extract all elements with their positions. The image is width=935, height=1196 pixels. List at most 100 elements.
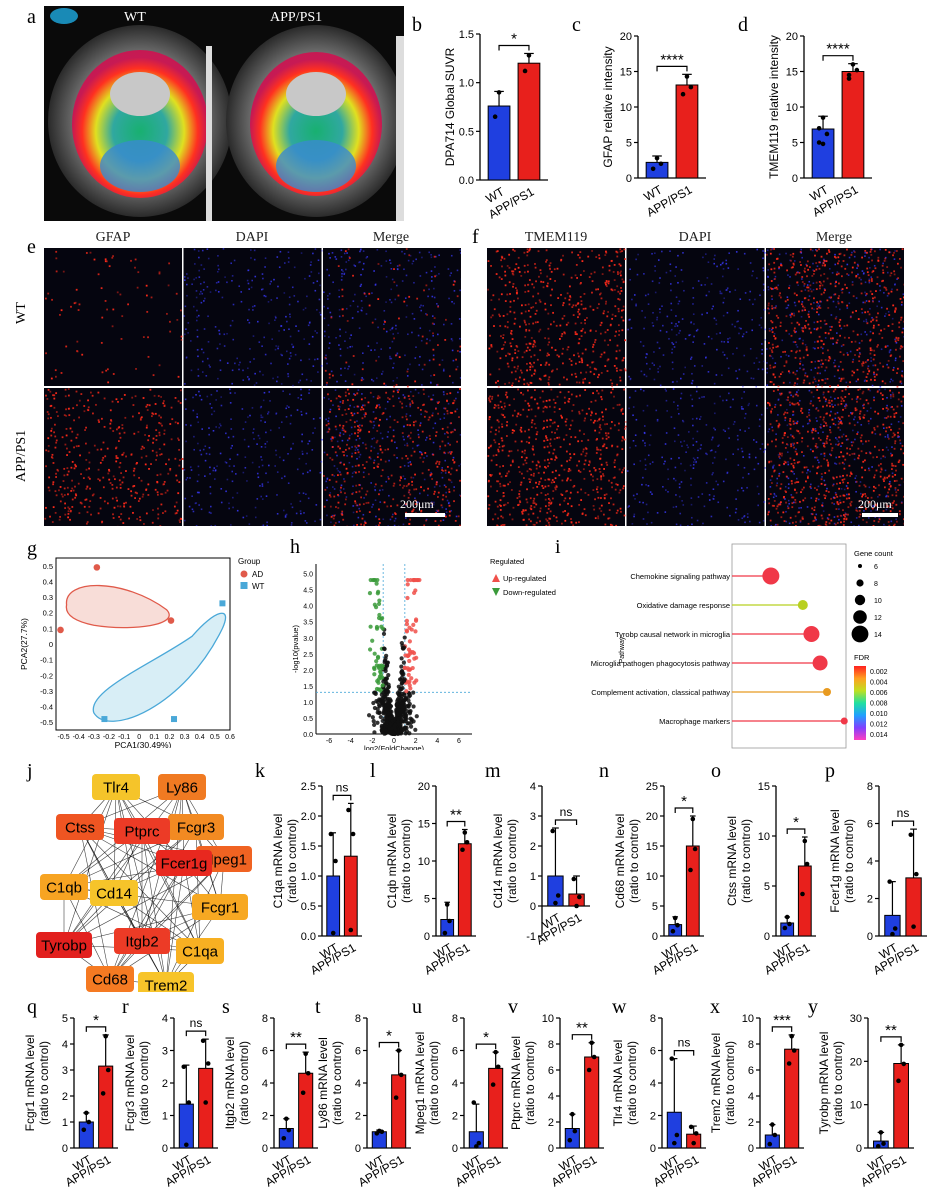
dapi-nucleus <box>632 494 635 497</box>
marker-signal <box>579 295 582 298</box>
dapi-nucleus <box>894 338 896 341</box>
marker-signal <box>771 331 774 334</box>
marker-signal <box>125 455 127 458</box>
marker-signal <box>605 437 608 440</box>
marker-signal <box>871 259 873 262</box>
dapi-nucleus <box>299 379 302 382</box>
dapi-nucleus <box>289 313 291 316</box>
marker-signal <box>551 369 554 372</box>
dapi-nucleus <box>210 406 213 409</box>
dapi-nucleus <box>405 316 408 318</box>
marker-signal <box>491 395 494 398</box>
marker-signal <box>891 329 894 332</box>
dapi-nucleus <box>707 335 710 338</box>
dapi-nucleus <box>327 417 330 420</box>
panel-label-a: a <box>27 6 36 28</box>
marker-signal <box>511 429 514 432</box>
dapi-nucleus <box>232 303 235 306</box>
marker-signal <box>535 280 537 283</box>
dapi-nucleus <box>756 277 758 279</box>
dapi-nucleus <box>838 508 840 510</box>
dapi-nucleus <box>889 505 891 508</box>
dapi-nucleus <box>689 394 692 397</box>
marker-signal <box>580 335 583 337</box>
marker-signal <box>767 511 770 514</box>
marker-signal <box>562 254 564 257</box>
marker-signal <box>106 447 109 450</box>
dapi-nucleus <box>406 442 409 445</box>
marker-signal <box>50 377 53 380</box>
marker-signal <box>131 396 134 399</box>
marker-signal <box>434 275 436 278</box>
marker-signal <box>399 475 402 478</box>
marker-signal <box>368 304 371 307</box>
dapi-nucleus <box>787 477 790 480</box>
dapi-nucleus <box>253 305 256 307</box>
marker-signal <box>836 502 839 505</box>
marker-signal <box>853 251 856 254</box>
marker-signal <box>535 521 538 524</box>
marker-signal <box>394 512 396 514</box>
dapi-nucleus <box>403 268 405 271</box>
dapi-nucleus <box>329 257 331 259</box>
dapi-nucleus <box>378 404 380 406</box>
dapi-nucleus <box>409 405 412 408</box>
dapi-nucleus <box>688 334 690 337</box>
marker-signal <box>592 504 595 507</box>
marker-signal <box>601 437 604 440</box>
dapi-nucleus <box>200 453 203 456</box>
marker-signal <box>547 498 550 500</box>
marker-signal <box>70 305 72 308</box>
dapi-nucleus <box>737 309 739 312</box>
marker-signal <box>392 435 395 438</box>
marker-signal <box>891 323 894 326</box>
y-axis-label: TMEM119 relative intensity <box>767 35 781 179</box>
marker-signal <box>524 284 527 287</box>
marker-signal <box>819 426 822 428</box>
marker-signal <box>67 407 70 410</box>
dapi-nucleus <box>443 413 446 415</box>
marker-signal <box>60 309 63 312</box>
dapi-nucleus <box>644 444 647 447</box>
marker-signal <box>399 479 401 482</box>
dapi-nucleus <box>894 283 896 286</box>
dapi-nucleus <box>198 269 200 272</box>
dapi-nucleus <box>826 517 829 519</box>
dapi-nucleus <box>722 301 725 304</box>
marker-signal <box>577 310 580 313</box>
dapi-nucleus <box>308 440 311 442</box>
dapi-nucleus <box>794 304 797 307</box>
marker-signal <box>518 271 521 273</box>
marker-signal <box>68 414 71 417</box>
marker-signal <box>790 322 793 325</box>
marker-signal <box>542 286 545 289</box>
marker-signal <box>510 371 513 374</box>
marker-signal <box>842 260 845 262</box>
marker-signal <box>818 399 821 402</box>
dapi-nucleus <box>899 416 902 418</box>
dapi-nucleus <box>838 499 841 502</box>
marker-signal <box>324 356 327 359</box>
marker-signal <box>575 395 578 398</box>
dapi-nucleus <box>799 521 802 523</box>
marker-signal <box>568 428 571 430</box>
marker-signal <box>528 323 531 325</box>
dapi-nucleus <box>342 433 345 436</box>
dapi-nucleus <box>643 327 645 330</box>
dapi-nucleus <box>190 469 193 471</box>
marker-signal <box>446 465 449 468</box>
marker-signal <box>842 377 845 380</box>
marker-signal <box>868 279 871 282</box>
marker-signal <box>565 434 568 437</box>
marker-signal <box>587 439 590 442</box>
dapi-nucleus <box>789 276 791 278</box>
dapi-nucleus <box>261 485 264 487</box>
dapi-nucleus <box>829 396 832 398</box>
marker-signal <box>537 407 540 410</box>
marker-signal <box>342 518 345 521</box>
marker-signal <box>326 453 329 456</box>
dapi-nucleus <box>352 491 354 494</box>
marker-signal <box>539 510 542 513</box>
marker-signal <box>452 401 455 404</box>
marker-signal <box>529 478 532 481</box>
